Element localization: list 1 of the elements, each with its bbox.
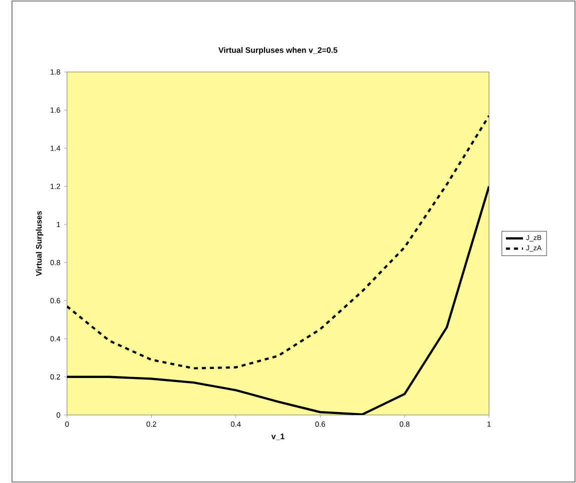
line-series	[67, 114, 490, 370]
